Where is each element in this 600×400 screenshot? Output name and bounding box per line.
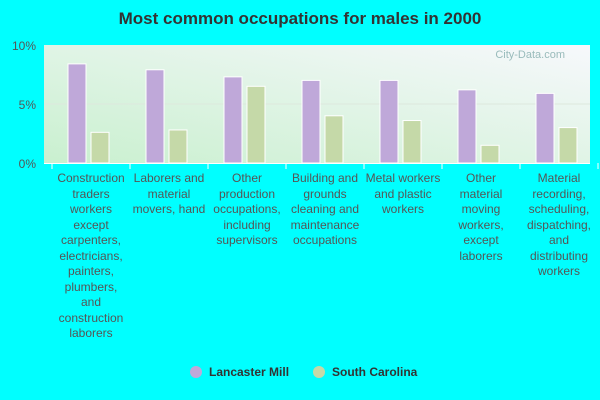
bar[interactable] [535,92,555,164]
x-category-label: Other material moving workers, except la… [458,171,504,263]
x-category-label: Other production occupations, including … [213,171,281,247]
x-category-label: Material recording, scheduling, dispatch… [526,171,592,278]
bar[interactable] [67,63,87,164]
bar[interactable] [324,115,344,164]
chart-title: Most common occupations for males in 200… [118,9,482,28]
bar[interactable] [168,129,188,164]
x-category-label: Metal workers and plastic workers [365,171,441,216]
y-tick-label: 0% [19,157,37,171]
bar[interactable] [145,69,165,164]
bar[interactable] [480,144,500,164]
legend-item-lancaster: Lancaster Mill [190,365,289,379]
bar[interactable] [223,76,243,164]
bar[interactable] [457,89,477,164]
bar[interactable] [379,79,399,164]
bar[interactable] [246,85,266,164]
x-category-label: Laborers and material movers, hand [132,171,206,216]
legend-swatch [190,366,202,378]
bar[interactable] [402,120,422,164]
legend-label: Lancaster Mill [209,365,290,379]
legend-swatch [313,366,325,378]
legend-label: South Carolina [332,365,418,379]
bar[interactable] [301,79,321,164]
watermark: City-Data.com [495,49,565,61]
y-tick-label: 10% [12,39,36,53]
x-category-label: Construction traders workers except carp… [57,171,125,340]
bar[interactable] [558,127,578,164]
y-tick-label: 5% [19,98,37,112]
x-category-label: Building and grounds cleaning and mainte… [290,171,360,247]
bar[interactable] [90,131,110,164]
legend-item-south-carolina: South Carolina [313,365,417,379]
